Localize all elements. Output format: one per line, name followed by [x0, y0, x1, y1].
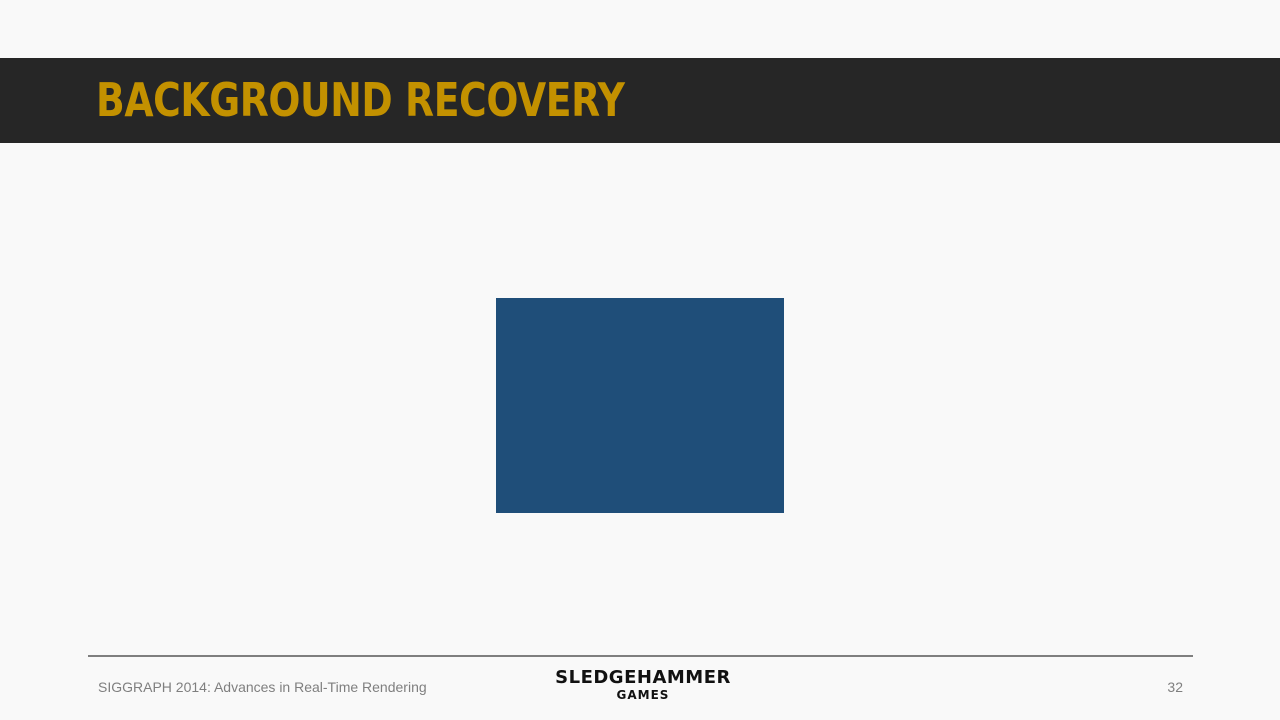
sledgehammer-games-logo: SLEDGEHAMMER GAMES	[543, 668, 743, 703]
logo-line-1: SLEDGEHAMMER	[555, 667, 731, 688]
logo-line-2: GAMES	[616, 688, 670, 702]
media-placeholder	[496, 298, 784, 513]
footer-conference-text: SIGGRAPH 2014: Advances in Real-Time Ren…	[98, 679, 427, 695]
slide-title: BACKGROUND RECOVERY	[96, 73, 625, 127]
footer-divider	[88, 655, 1193, 657]
page-number: 32	[1167, 679, 1183, 695]
title-bar	[0, 58, 1280, 143]
